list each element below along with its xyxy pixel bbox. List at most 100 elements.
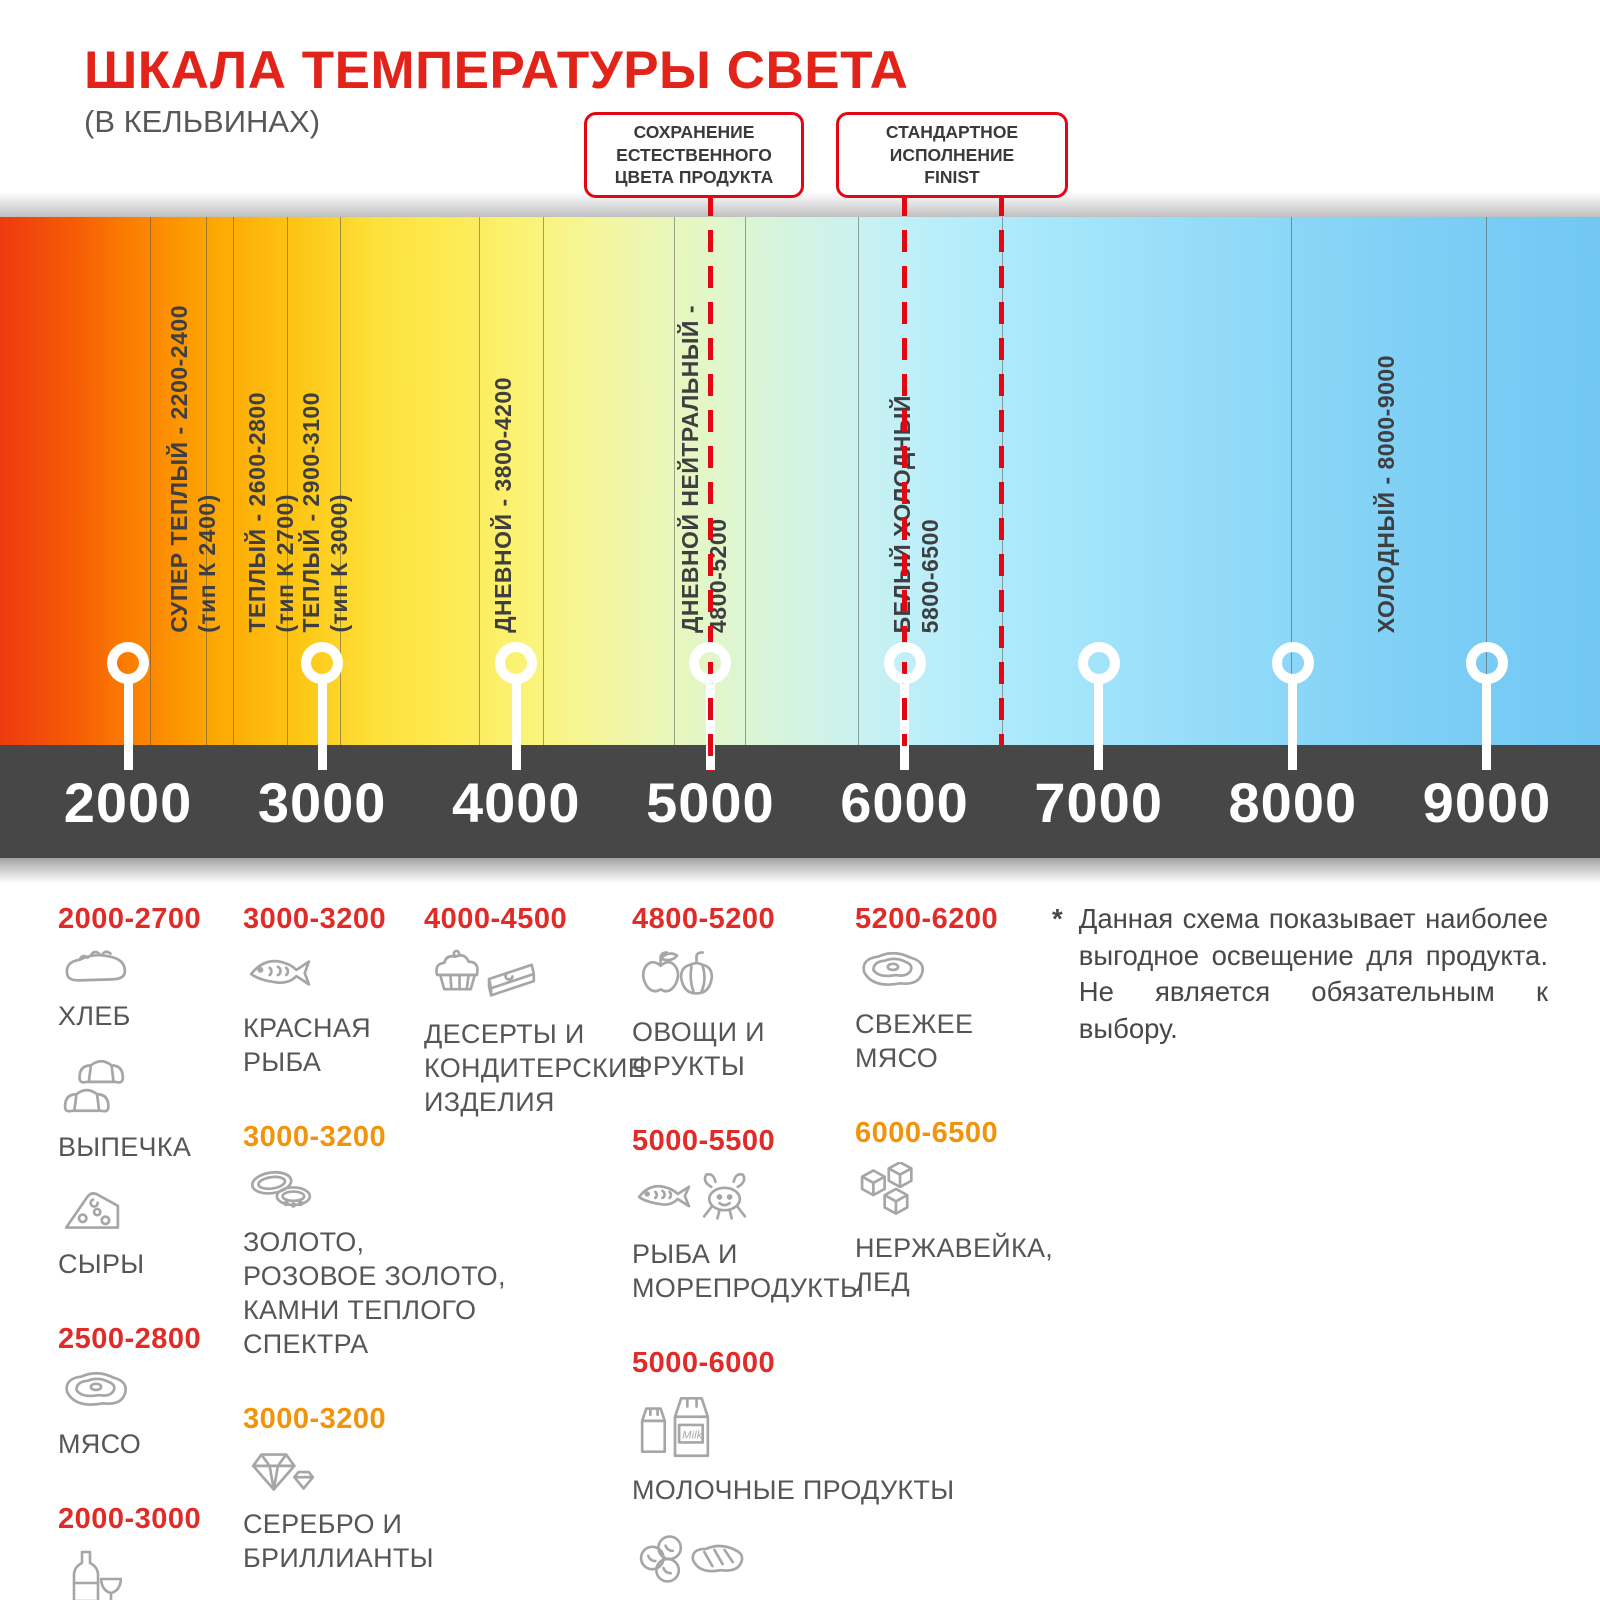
fish-icon <box>249 959 311 986</box>
diamond-icon <box>251 1453 315 1491</box>
legend-item-label: СВЕЖЕЕ МЯСО <box>855 1007 1053 1075</box>
legend-column-3: 4000-4500 ДЕСЕРТЫ И КОНДИТЕРСКИЕ ИЗДЕЛИЯ <box>424 903 646 1161</box>
axis-bottom-shadow <box>0 858 1600 886</box>
range-label: 2500-2800 <box>58 1323 202 1356</box>
scale-gridline <box>340 217 341 745</box>
axis-tick-label-5000: 5000 <box>646 771 775 834</box>
legend-item: ЗАМОРОЖЕННЫЕПОЛУФАБРИКАТЫ <box>632 1529 954 1600</box>
milk-icon: Milk <box>640 1397 710 1458</box>
legend-block: 3000-3200 КРАСНАЯ РЫБА <box>243 903 506 1079</box>
legend-item: МЯСО <box>58 1368 201 1461</box>
legend-item: Milk МОЛОЧНЫЕ ПРОДУКТЫ <box>632 1392 954 1507</box>
page-title: ШКАЛА ТЕМПЕРАТУРЫ СВЕТА <box>84 41 909 100</box>
scale-gridline <box>543 217 544 745</box>
scale-gridline <box>479 217 480 745</box>
marker-ring-8000 <box>1271 642 1314 684</box>
frozen-food-icon <box>639 1535 744 1583</box>
legend-block: 2000-3000 АКОГОЛЬ <box>58 1503 201 1600</box>
band-label-4: ДНЕВНОЙ НЕЙТРАЛЬНЫЙ -4800-5200 <box>676 305 732 633</box>
legend-item: АКОГОЛЬ <box>58 1548 201 1600</box>
fish-seafood-icon <box>637 1172 747 1220</box>
legend-item: СЫРЫ <box>58 1186 201 1281</box>
legend-item-label: МОЛОЧНЫЕ ПРОДУКТЫ <box>632 1473 954 1507</box>
legend-item-label: ОВОЩИ И ФРУКТЫ <box>632 1015 954 1083</box>
legend-item-label-line: ЛЕД <box>855 1267 910 1298</box>
legend-item-label-line: МЯСО <box>855 1043 939 1074</box>
legend-block: 5000-5500 РЫБА И МОРЕПРОДУКТЫ <box>632 1125 954 1305</box>
scale-gridline <box>287 217 288 745</box>
scale-gridline <box>1486 217 1487 745</box>
legend-item-label-line: ДЕСЕРТЫ И <box>424 1019 585 1049</box>
band-label-line: (тип К 2700) <box>272 494 298 633</box>
scale-gridline <box>858 217 859 745</box>
band-label-5: БЕЛЫЙ ХОЛОДНЫЙ -5800-6500 <box>888 380 944 633</box>
marker-ring-7000 <box>1077 642 1120 684</box>
legend-item: ВЫПЕЧКА <box>58 1055 201 1164</box>
legend-item-label-line: МОЛОЧНЫЕ ПРОДУКТЫ <box>632 1475 955 1506</box>
legend-block: 6000-6500 НЕРЖАВЕЙКА, ЛЕД <box>855 1117 1053 1299</box>
marker-stem-8000 <box>1288 678 1298 770</box>
legend-item-label-line: КРАСНАЯ <box>243 1013 371 1043</box>
range-label: 5200-6200 <box>855 903 999 935</box>
range-label: 5000-6000 <box>632 1347 776 1380</box>
band-label-line: ДНЕВНОЙ - 3800-4200 <box>490 377 516 633</box>
legend-item: КРАСНАЯ РЫБА <box>243 948 506 1079</box>
legend-item-label-line: СЕРЕБРО И <box>243 1509 403 1540</box>
legend-block: 2500-2800 МЯСО <box>58 1323 201 1461</box>
scale-gridline <box>233 217 234 745</box>
vegetables-fruits-icon <box>641 951 714 995</box>
range-label: 5000-5500 <box>632 1125 776 1158</box>
band-label-0: СУПЕР ТЕПЛЫЙ - 2200-2400 (тип К 2400) <box>165 305 221 633</box>
legend-item-label-line: ЗОЛОТО, <box>243 1227 365 1258</box>
scale-gridline <box>745 217 746 745</box>
legend-item-label-line: ИЗДЕЛИЯ <box>424 1087 555 1118</box>
axis-tick-label-3000: 3000 <box>257 771 387 834</box>
legend-item-label-line: РЫБА <box>243 1047 322 1078</box>
legend-column-2: 3000-3200 КРАСНАЯ РЫБА 3000-3200 ЗОЛОТО, РО… <box>243 903 506 1600</box>
legend-item-label: ВЫПЕЧКА <box>58 1130 201 1164</box>
band-label-2: ТЕПЛЫЙ - 2900-3100 (тип К 3000) <box>297 392 353 633</box>
marker-ring-3000 <box>301 642 344 684</box>
axis-tick-label-6000: 6000 <box>840 771 969 834</box>
legend-item-label-line: ВЫПЕЧКА <box>58 1132 192 1163</box>
marker-stem-9000 <box>1482 678 1492 770</box>
legend-icon-wrap <box>247 948 506 1003</box>
legend-block: 4800-5200 ОВОЩИ И ФРУКТЫ <box>632 903 954 1083</box>
marker-stem-3000 <box>317 678 327 770</box>
legend-block: 3000-3200 ЗОЛОТО, РОЗОВОЕ ЗОЛОТО, КАМНИ ТЕ… <box>243 1121 506 1361</box>
marker-ring-9000 <box>1465 642 1508 684</box>
legend-icon-wrap <box>247 1166 506 1217</box>
callout-finist-standard: СТАНДАРТНОЕ ИСПОЛНЕНИЕ FINIST <box>836 112 1068 198</box>
scale-top-shadow <box>0 192 1600 217</box>
band-label-line: ТЕПЛЫЙ - 2600-2800 <box>244 392 270 633</box>
legend-item-label-line: РОЗОВОЕ ЗОЛОТО, <box>243 1261 506 1292</box>
legend-item-label-line: СПЕКТРА <box>243 1329 369 1360</box>
legend-icon-wrap <box>62 1055 201 1122</box>
ice-cubes-icon <box>860 1160 913 1215</box>
marker-stem-7000 <box>1094 678 1104 770</box>
range-label: 3000-3200 <box>243 903 387 935</box>
marker-ring-5000 <box>689 642 732 684</box>
legend-icon-wrap <box>859 1160 1053 1223</box>
legend-item-label-line: КАМНИ ТЕПЛОГО <box>243 1295 477 1326</box>
legend-block: 5200-6200 СВЕЖЕЕ МЯСО <box>855 903 1053 1075</box>
axis-tick-label-7000: 7000 <box>1034 771 1163 834</box>
legend-icon-wrap <box>428 948 646 1009</box>
marker-ring-4000 <box>495 642 538 684</box>
legend-item: ХЛЕБ <box>58 948 201 1033</box>
range-label: 3000-3200 <box>243 1403 387 1436</box>
scale-gridline <box>206 217 207 745</box>
marker-ring-2000 <box>107 642 149 684</box>
legend-icon-wrap <box>247 1448 506 1499</box>
cheese-icon <box>64 1192 120 1229</box>
marker-ring-6000 <box>883 642 926 684</box>
legend-item: ОВОЩИ И ФРУКТЫ <box>632 948 954 1083</box>
legend-item-label-line: ОВОЩИ И <box>632 1017 765 1047</box>
scale-gridline <box>674 217 675 745</box>
band-label-line: 5800-6500 <box>917 518 943 634</box>
legend-column-1: 2000-2700 ХЛЕБ ВЫПЕЧКА СЫРЫ 2500-2800 МЯС… <box>58 903 201 1600</box>
temperature-gradient-bar <box>0 217 1600 745</box>
legend-icon-wrap <box>859 948 1053 999</box>
